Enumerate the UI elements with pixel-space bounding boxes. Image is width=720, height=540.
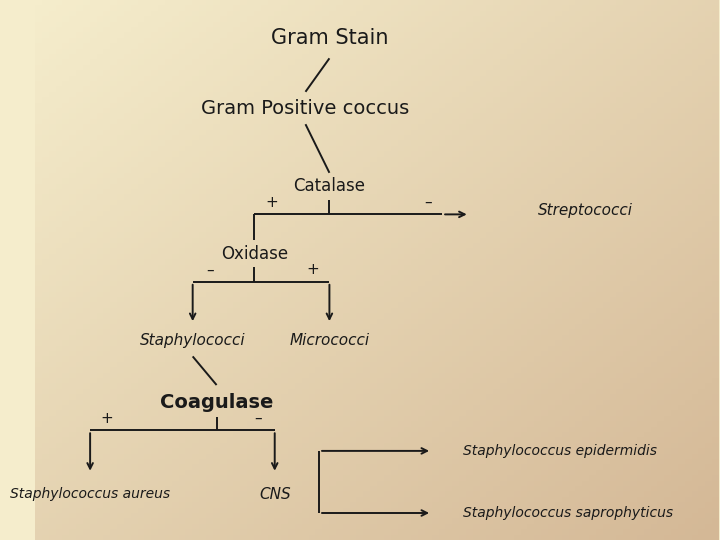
Text: +: + xyxy=(306,262,319,278)
Text: CNS: CNS xyxy=(259,487,291,502)
Text: –: – xyxy=(206,262,214,278)
Text: Micrococci: Micrococci xyxy=(289,333,369,348)
Text: +: + xyxy=(265,195,278,210)
Text: Staphylococcus saprophyticus: Staphylococcus saprophyticus xyxy=(463,506,673,520)
Text: Gram Positive coccus: Gram Positive coccus xyxy=(202,98,410,118)
Text: –: – xyxy=(425,195,433,210)
Text: Oxidase: Oxidase xyxy=(220,245,288,263)
Text: Staphylococcus epidermidis: Staphylococcus epidermidis xyxy=(463,444,657,458)
Text: +: + xyxy=(101,411,114,426)
Text: Staphylococci: Staphylococci xyxy=(140,333,246,348)
Text: –: – xyxy=(254,411,261,426)
Text: Catalase: Catalase xyxy=(294,177,366,195)
Text: Gram Stain: Gram Stain xyxy=(271,28,388,48)
Text: Coagulase: Coagulase xyxy=(160,393,274,412)
Text: Streptococci: Streptococci xyxy=(538,203,633,218)
Text: Staphylococcus aureus: Staphylococcus aureus xyxy=(10,487,170,501)
